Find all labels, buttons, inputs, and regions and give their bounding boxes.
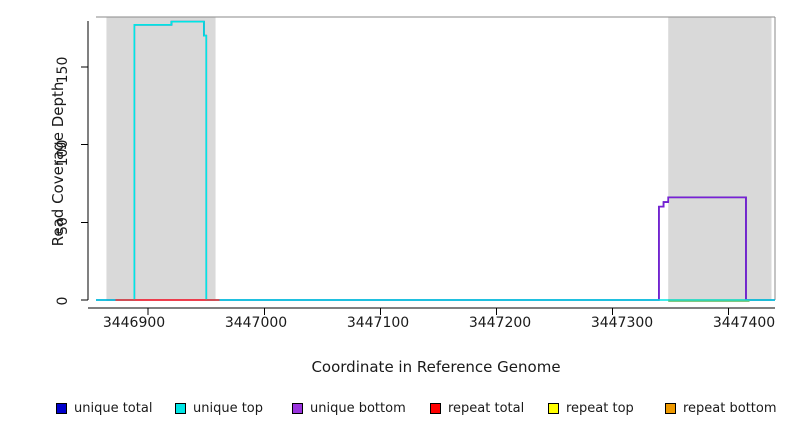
- legend-swatch-icon: [56, 402, 67, 414]
- legend-item-unique-top[interactable]: unique top: [175, 398, 263, 418]
- legend-item-repeat-bottom[interactable]: repeat bottom: [665, 398, 777, 418]
- legend-item-repeat-top[interactable]: repeat top: [548, 398, 634, 418]
- y-tick-label-0: 0: [55, 296, 71, 306]
- series-unique-bottom: [96, 196, 775, 301]
- y-tick-label-50: 50: [55, 217, 71, 235]
- legend-swatch-icon: [665, 402, 676, 414]
- legend-label: repeat top: [566, 400, 634, 416]
- x-tick-label-3447200: 3447200: [468, 315, 532, 331]
- legend-label: unique total: [74, 400, 153, 416]
- x-axis-title: Coordinate in Reference Genome: [311, 358, 561, 376]
- legend-label: repeat bottom: [683, 400, 777, 416]
- y-tick-label-150: 150: [55, 56, 71, 84]
- x-tick-label-3446900: 3446900: [102, 315, 166, 331]
- x-tick-label-3447300: 3447300: [590, 315, 654, 331]
- x-tick-label-3447100: 3447100: [346, 315, 410, 331]
- x-tick-label-3447400: 3447400: [712, 315, 776, 331]
- series-layer: [96, 20, 775, 302]
- repeat-region-left: [106, 17, 216, 300]
- x-tick-label-3447000: 3447000: [224, 315, 288, 331]
- shaded-regions-layer: [106, 17, 772, 300]
- legend-label: unique bottom: [310, 400, 406, 416]
- legend-label: unique top: [193, 400, 264, 416]
- repeat-region-right: [668, 17, 772, 300]
- legend-label: repeat total: [448, 400, 525, 416]
- legend-swatch-icon: [430, 402, 441, 414]
- legend-swatch-icon: [175, 402, 186, 414]
- axis-layer: [81, 16, 776, 315]
- legend-item-repeat-total[interactable]: repeat total: [430, 398, 524, 418]
- chart-legend: unique total unique top unique bottom repea…: [0, 398, 792, 420]
- legend-item-unique-total[interactable]: unique total: [56, 398, 152, 418]
- legend-swatch-icon: [292, 402, 303, 414]
- legend-item-unique-bottom[interactable]: unique bottom: [292, 398, 406, 418]
- y-tick-label-100: 100: [55, 139, 71, 167]
- legend-swatch-icon: [548, 402, 559, 414]
- series-unique-top: [96, 20, 775, 301]
